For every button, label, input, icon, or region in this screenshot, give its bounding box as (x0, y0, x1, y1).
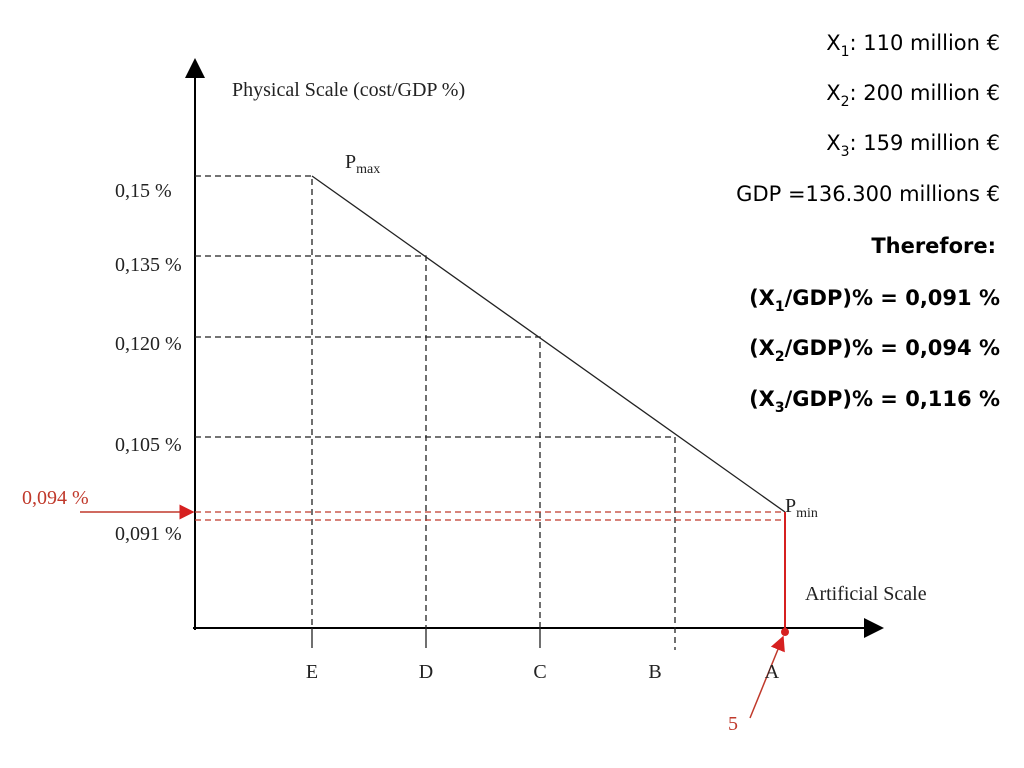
point-label: Pmin (785, 495, 818, 521)
x-axis-label: Artificial Scale (805, 583, 927, 605)
y-tick: 0,15 % (115, 180, 172, 202)
count-label: 5 (728, 713, 738, 735)
x-category: B (648, 661, 661, 683)
input-note: X2: 200 million € (826, 81, 1000, 110)
x-category: D (419, 661, 433, 683)
therefore: Therefore: (871, 234, 996, 258)
result: (X1/GDP)% = 0,091 % (749, 286, 1000, 315)
y-tick: 0,105 % (115, 434, 182, 456)
guides (80, 175, 789, 719)
result: (X3/GDP)% = 0,116 % (749, 387, 1000, 416)
y-tick: 0,135 % (115, 254, 182, 276)
gdp-note: GDP =136.300 millions € (736, 182, 1000, 206)
axes (185, 58, 884, 638)
y-tick: 0,120 % (115, 333, 182, 355)
input-note: X3: 159 million € (826, 131, 1000, 160)
x-category: E (306, 661, 318, 683)
y-axis-label: Physical Scale (cost/GDP %) (232, 79, 465, 101)
point-label: Pmax (345, 151, 380, 177)
y-tick: 0,091 % (115, 523, 182, 545)
input-note: X1: 110 million € (826, 31, 1000, 60)
x-category: A (765, 661, 780, 683)
result: (X2/GDP)% = 0,094 % (749, 336, 1000, 365)
x-category: C (533, 661, 546, 683)
highlight-tick: 0,094 % (22, 487, 89, 509)
